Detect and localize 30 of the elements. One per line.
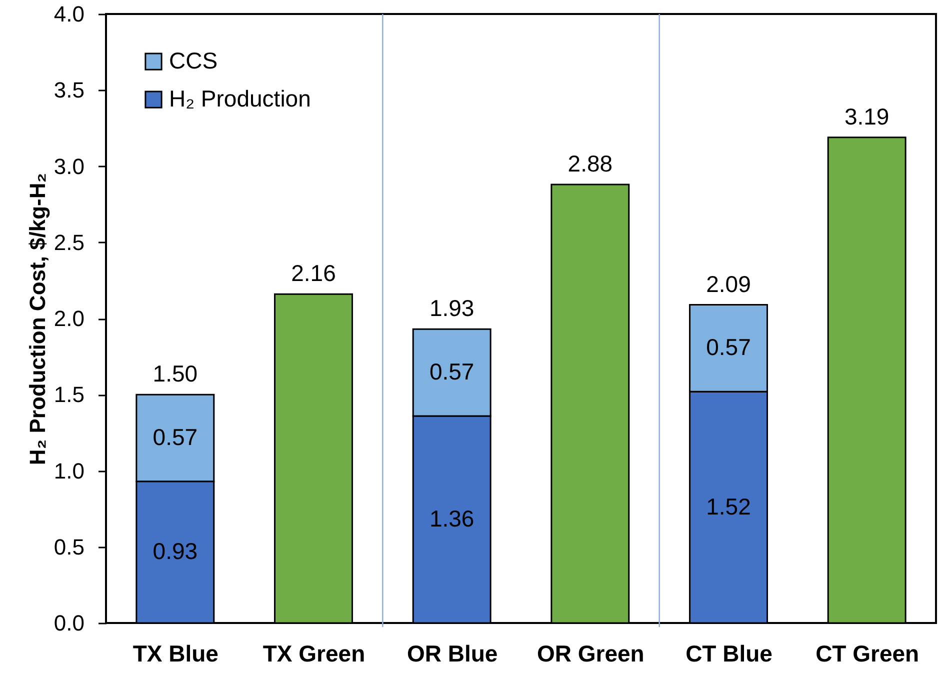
data-label: 1.36 bbox=[429, 505, 474, 532]
y-tick-label: 2.5 bbox=[54, 230, 84, 255]
x-tick-label: TX Green bbox=[262, 640, 366, 666]
y-tick-label: 4.0 bbox=[54, 2, 84, 26]
data-label: 0.57 bbox=[152, 424, 198, 450]
y-tick-label: 0.0 bbox=[54, 610, 84, 636]
x-tick-label: OR Blue bbox=[406, 640, 498, 666]
data-label: 0.57 bbox=[706, 334, 751, 360]
y-tick-label: 1.5 bbox=[54, 382, 84, 408]
total-label: 1.93 bbox=[429, 295, 474, 322]
total-label: 2.09 bbox=[706, 270, 751, 297]
y-tick-label: 3.0 bbox=[54, 154, 84, 179]
total-label: 2.88 bbox=[568, 150, 613, 177]
y-tick-label: 1.0 bbox=[54, 458, 84, 484]
x-tick-label: TX Blue bbox=[132, 640, 218, 666]
data-label: 0.93 bbox=[152, 538, 198, 564]
y-tick-label: 3.5 bbox=[54, 78, 84, 103]
x-tick-label: CT Green bbox=[816, 640, 920, 666]
x-tick-label: OR Green bbox=[536, 640, 644, 666]
data-label: 1.52 bbox=[706, 493, 751, 520]
total-label: 3.19 bbox=[844, 103, 890, 130]
y-tick-label: 0.5 bbox=[54, 534, 84, 560]
legend-label: H₂ Production bbox=[169, 86, 311, 112]
y-axis-title: H₂ Production Cost, $/kg-H₂ bbox=[24, 172, 50, 466]
y-tick-label: 2.0 bbox=[54, 306, 84, 331]
total-label: 2.16 bbox=[291, 260, 336, 286]
legend-label: CCS bbox=[169, 48, 218, 74]
total-label: 1.50 bbox=[152, 360, 198, 387]
data-label: 0.57 bbox=[429, 358, 474, 385]
x-tick-label: CT Blue bbox=[686, 640, 772, 666]
